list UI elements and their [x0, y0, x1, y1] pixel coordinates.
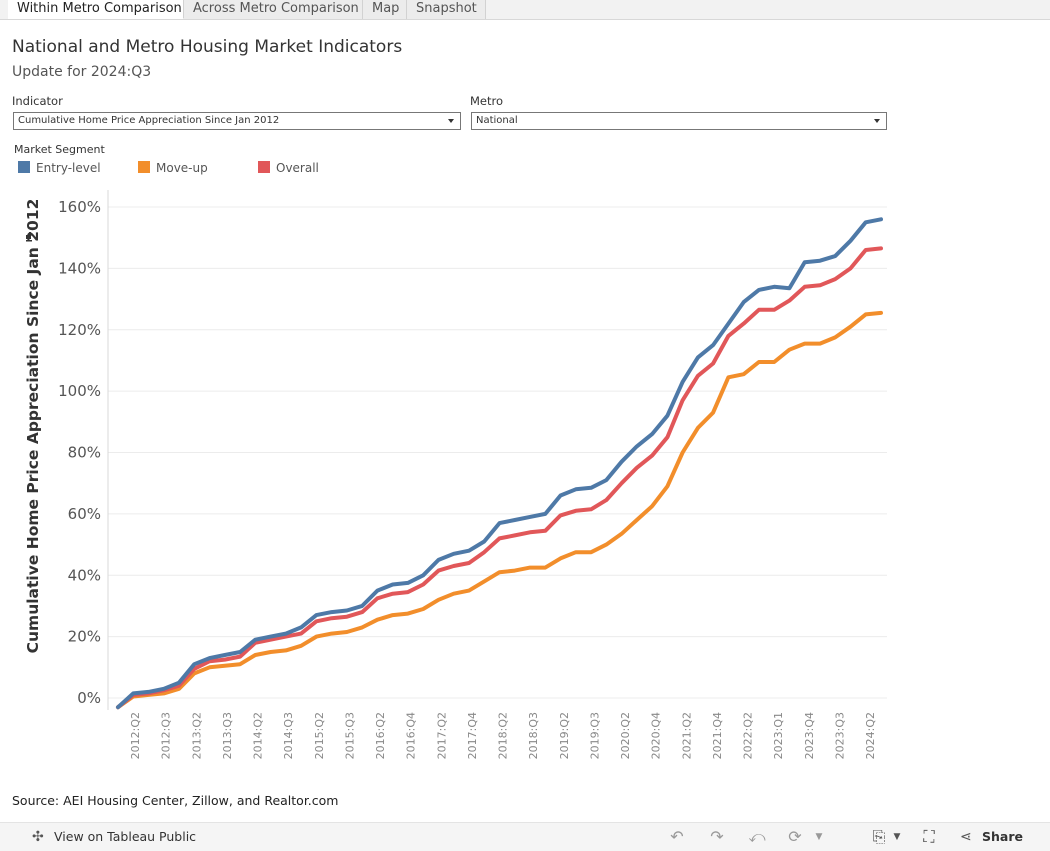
y-tick-label: 100% — [58, 382, 101, 400]
metro-filter-label: Metro — [470, 94, 504, 108]
x-tick-label: 2015:Q3 — [343, 712, 356, 759]
legend-label-entry-level: Entry-level — [36, 161, 101, 175]
y-tick-label: 80% — [68, 444, 101, 462]
x-axis: 2012:Q2 2012:Q3 2013:Q2 2013:Q3 2014:Q2 2014:… — [129, 712, 877, 759]
x-tick-label: 2023:Q1 — [772, 712, 785, 759]
indicator-dropdown-value: Cumulative Home Price Appreciation Since… — [18, 115, 280, 126]
legend-title: Market Segment — [14, 143, 105, 156]
metro-dropdown[interactable]: National — [471, 112, 887, 130]
share-button[interactable]: ⋖ Share — [960, 823, 1023, 851]
download-icon[interactable]: ⎘ — [872, 827, 886, 846]
view-on-tableau-public-label: View on Tableau Public — [54, 829, 197, 844]
source-note: Source: AEI Housing Center, Zillow, and … — [12, 793, 339, 808]
series-line-entry-level[interactable] — [116, 217, 883, 710]
x-tick-label: 2018:Q2 — [497, 712, 510, 759]
y-tick-label: 60% — [68, 505, 101, 523]
x-tick-label: 2014:Q3 — [282, 712, 295, 759]
x-tick-label: 2018:Q3 — [527, 712, 540, 759]
page-title: National and Metro Housing Market Indica… — [12, 37, 403, 57]
x-tick-label: 2017:Q2 — [435, 712, 448, 759]
x-tick-label: 2023:Q4 — [803, 712, 816, 759]
legend-label-overall: Overall — [276, 161, 319, 175]
y-axis-label: Cumulative Home Price Appreciation Since… — [24, 199, 42, 654]
x-tick-label: 2021:Q4 — [711, 712, 724, 759]
x-tick-label: 2012:Q3 — [160, 712, 173, 759]
x-tick-label: 2013:Q2 — [190, 712, 203, 759]
series-line-overall[interactable] — [116, 246, 883, 710]
chevron-down-icon[interactable]: ▼ — [815, 832, 823, 842]
legend-item-overall[interactable]: Overall — [258, 161, 319, 177]
redo-icon[interactable]: ↷ — [710, 827, 724, 846]
legend-swatch-entry-level — [18, 161, 30, 173]
y-tick-label: 140% — [58, 259, 101, 277]
tableau-toolbar: ✣ View on Tableau Public ↶ ↷ ⤺ ⟳ ▼ ⎘ ▼ ⛶ … — [0, 822, 1050, 851]
chevron-down-icon — [448, 119, 454, 123]
view-on-tableau-public-button[interactable]: ✣ View on Tableau Public — [32, 823, 196, 851]
chevron-down-icon[interactable]: ▼ — [893, 832, 901, 842]
tab-map[interactable]: Map — [363, 0, 407, 19]
series-line-move-up[interactable] — [116, 310, 883, 710]
chart-gridlines — [108, 206, 887, 699]
tab-bar: Within Metro Comparison Across Metro Com… — [0, 0, 1050, 20]
x-tick-label: 2016:Q2 — [374, 712, 387, 759]
y-tick-label: 160% — [58, 198, 101, 216]
legend-swatch-overall — [258, 161, 270, 173]
metro-dropdown-value: National — [476, 115, 518, 126]
y-tick-label: 120% — [58, 321, 101, 339]
x-tick-label: 2023:Q3 — [833, 712, 846, 759]
fullscreen-icon[interactable]: ⛶ — [923, 827, 935, 846]
legend-item-move-up[interactable]: Move-up — [138, 161, 208, 177]
x-tick-label: 2015:Q2 — [313, 712, 326, 759]
y-axis: 0% 20% 40% 60% 80% 100% 120% 140% 160% — [58, 190, 109, 710]
y-tick-label: 20% — [68, 628, 101, 646]
share-label: Share — [982, 829, 1023, 844]
x-tick-label: 2019:Q3 — [588, 712, 601, 759]
refresh-icon[interactable]: ⟳ — [788, 827, 802, 846]
x-tick-label: 2022:Q2 — [742, 712, 755, 759]
legend-item-entry-level[interactable]: Entry-level — [18, 161, 101, 177]
chart-series — [116, 217, 883, 710]
x-tick-label: 2019:Q2 — [558, 712, 571, 759]
x-tick-label: 2020:Q2 — [619, 712, 632, 759]
tab-snapshot[interactable]: Snapshot — [407, 0, 486, 19]
legend-swatch-move-up — [138, 161, 150, 173]
y-tick-label: 0% — [77, 689, 101, 707]
line-chart: 0%20%40%60%80%100%120%140%160% 2012:Q2 20… — [24, 190, 887, 759]
x-tick-label: 2014:Q2 — [252, 712, 265, 759]
legend-label-move-up: Move-up — [156, 161, 208, 175]
chevron-down-icon — [874, 119, 880, 123]
undo-icon[interactable]: ↶ — [670, 827, 684, 846]
x-tick-label: 2017:Q4 — [466, 712, 479, 759]
x-tick-label: 2021:Q2 — [680, 712, 693, 759]
indicator-dropdown[interactable]: Cumulative Home Price Appreciation Since… — [13, 112, 461, 130]
share-icon: ⋖ — [960, 829, 972, 845]
x-tick-label: 2012:Q2 — [129, 712, 142, 759]
revert-icon[interactable]: ⤺ — [748, 827, 766, 846]
sort-icon[interactable] — [26, 232, 32, 242]
x-tick-label: 2020:Q4 — [650, 712, 663, 759]
x-tick-label: 2016:Q4 — [405, 712, 418, 759]
tab-within-metro-comparison[interactable]: Within Metro Comparison — [8, 0, 184, 19]
y-tick-label: 40% — [68, 566, 101, 584]
tab-across-metro-comparison[interactable]: Across Metro Comparison — [184, 0, 363, 19]
x-tick-label: 2024:Q2 — [864, 712, 877, 759]
tableau-logo-icon: ✣ — [32, 829, 44, 845]
indicator-filter-label: Indicator — [12, 94, 63, 108]
x-tick-label: 2013:Q3 — [221, 712, 234, 759]
page-subtitle: Update for 2024:Q3 — [12, 64, 152, 80]
